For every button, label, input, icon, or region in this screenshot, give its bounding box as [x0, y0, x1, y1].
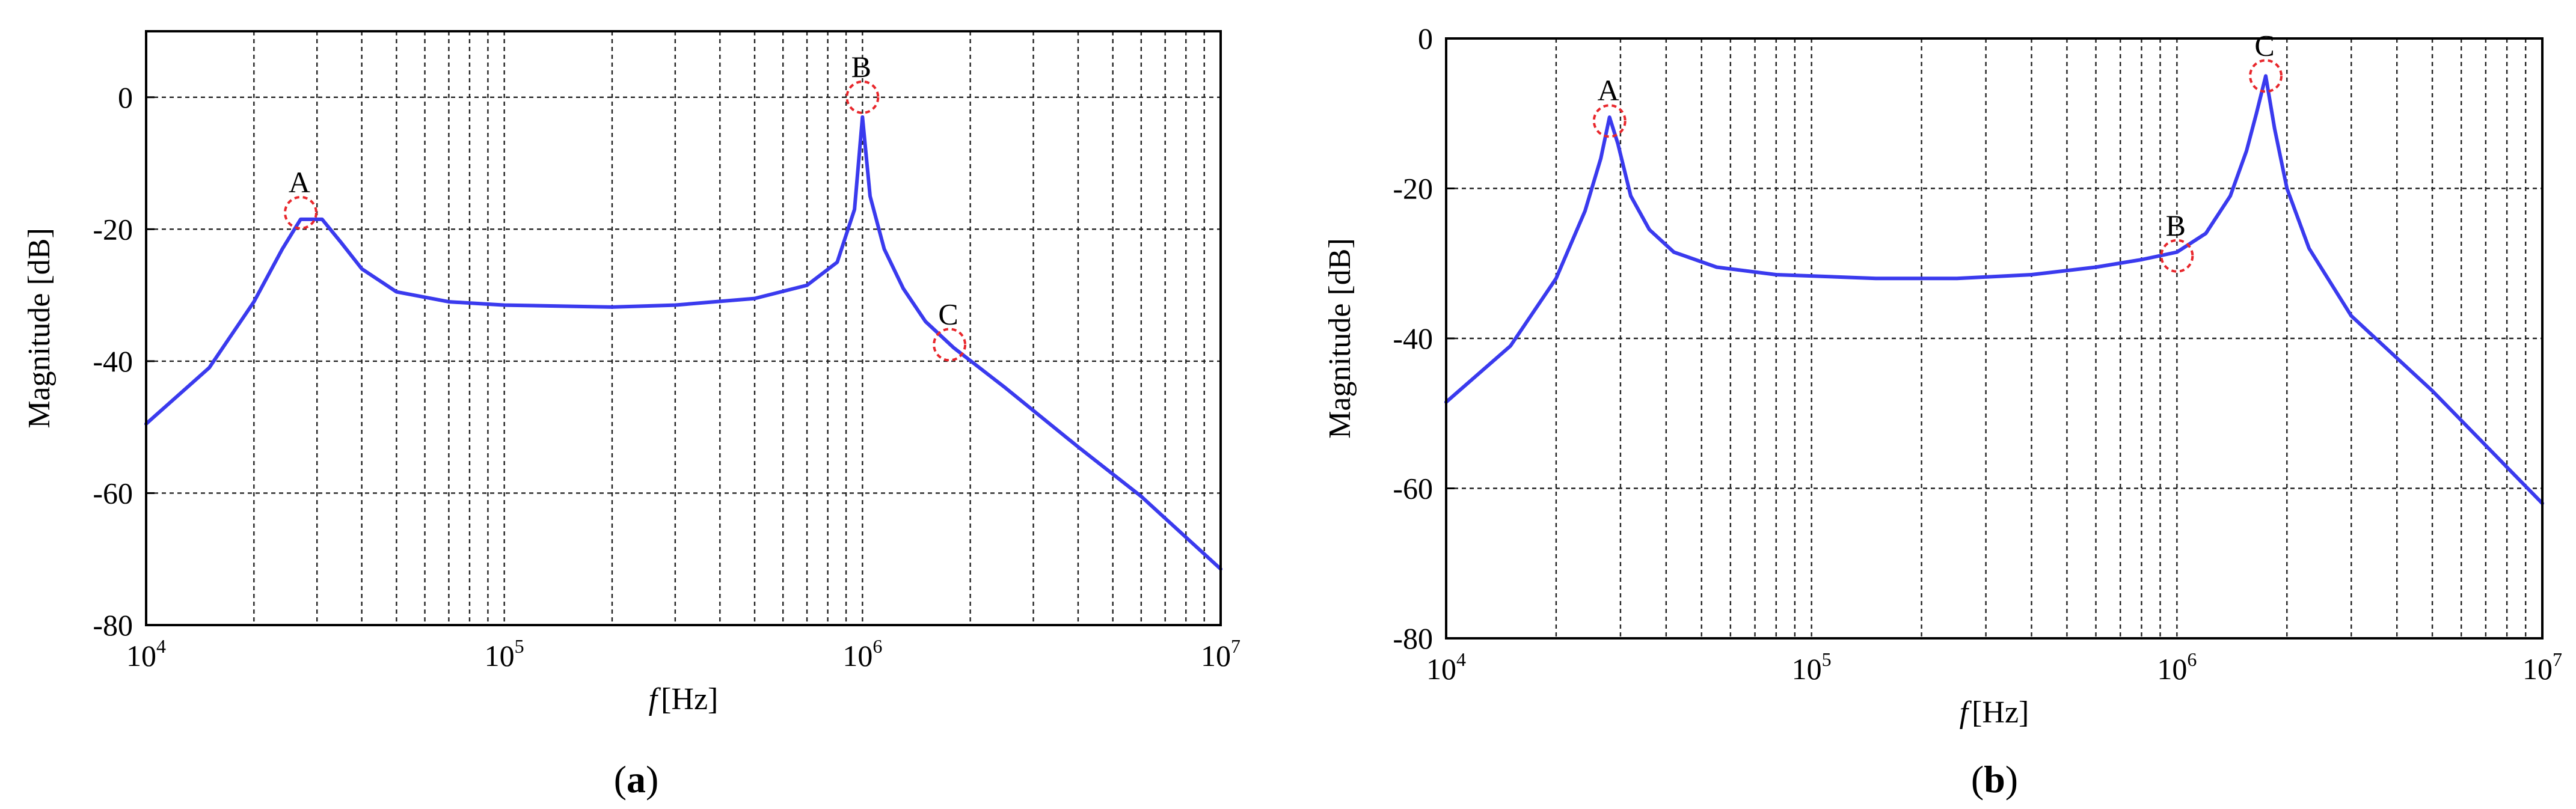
x-tick-label: 106 [842, 635, 882, 673]
x-tick-exponent: 6 [872, 635, 882, 657]
marker-circle-c [2249, 59, 2283, 93]
marker-label-b: B [851, 50, 871, 84]
y-tick-label: -60 [93, 476, 133, 510]
y-ticks: 0 -20 -40 -60 -80 [93, 81, 155, 642]
marker-label-c: C [2254, 28, 2274, 62]
caption-letter: b [1984, 758, 2005, 801]
x-axis-variable: f [1960, 695, 1972, 730]
x-axis-unit: [Hz] [661, 682, 718, 716]
caption-open: ( [1971, 758, 1984, 801]
marker-label-c: C [938, 297, 958, 331]
x-tick-exponent: 4 [1456, 649, 1466, 670]
marker-circle-a [283, 195, 317, 230]
plot-area [146, 31, 1221, 625]
markers: A B C [283, 50, 967, 362]
x-tick-base: 10 [2522, 652, 2553, 686]
plot-frame [145, 30, 1222, 626]
marker-circle-b [2160, 239, 2194, 273]
x-tick-label: 105 [485, 635, 524, 673]
x-ticks: 104 105 106 107 [126, 635, 1240, 673]
y-tick-label: -20 [93, 212, 133, 246]
caption-close: ) [2005, 758, 2018, 801]
x-tick-exponent: 5 [1822, 649, 1832, 670]
marker-circle-a [1592, 104, 1627, 138]
y-axis-title: Magnitude [dB] [1323, 238, 1357, 439]
series-line [1444, 74, 2544, 505]
x-tick-exponent: 5 [515, 635, 524, 657]
x-tick-label: 104 [1426, 649, 1466, 686]
x-tick-base: 10 [126, 639, 156, 673]
marker-label-a: A [289, 165, 310, 199]
x-tick-base: 10 [2157, 652, 2187, 686]
markers: A B C [1592, 28, 2283, 273]
caption-letter: a [627, 758, 646, 801]
x-axis-title: f [Hz] [1960, 695, 2029, 730]
x-tick-exponent: 7 [1231, 635, 1240, 657]
x-tick-label: 107 [2522, 649, 2562, 686]
y-tick-label: -40 [1393, 322, 1433, 355]
marker-label-a: A [1598, 73, 1619, 107]
panel-caption: (a) [614, 758, 659, 801]
x-tick-exponent: 6 [2187, 649, 2197, 670]
x-tick-base: 10 [842, 639, 872, 673]
x-tick-label: 104 [126, 635, 166, 673]
marker-circle-c [933, 328, 967, 362]
y-axis-title: Magnitude [dB] [22, 228, 57, 429]
x-axis-title: f [Hz] [649, 682, 719, 716]
x-tick-exponent: 7 [2553, 649, 2562, 670]
marker-circle-b [845, 80, 880, 114]
x-tick-exponent: 4 [156, 635, 166, 657]
y-ticks: 0 -20 -40 -60 -80 [1393, 22, 1455, 655]
x-tick-base: 10 [1201, 639, 1231, 673]
y-tick-label: -80 [1393, 621, 1433, 655]
x-tick-label: 107 [1201, 635, 1240, 673]
y-tick-label: 0 [118, 81, 133, 114]
x-tick-base: 10 [1792, 652, 1822, 686]
x-tick-base: 10 [485, 639, 515, 673]
x-tick-base: 10 [1426, 652, 1456, 686]
x-axis-variable: f [649, 682, 661, 716]
x-ticks: 104 105 106 107 [1426, 649, 2562, 686]
x-axis-unit: [Hz] [1972, 695, 2029, 730]
panel-caption: (b) [1971, 758, 2018, 801]
caption-open: ( [614, 758, 627, 801]
y-tick-label: 0 [1418, 22, 1433, 55]
y-tick-label: -60 [1393, 472, 1433, 505]
x-gridlines [253, 31, 1205, 625]
y-tick-label: -40 [93, 344, 133, 378]
series-line [144, 115, 1222, 571]
caption-close: ) [646, 758, 658, 801]
y-tick-label: -80 [93, 608, 133, 642]
x-tick-label: 105 [1792, 649, 1832, 686]
y-tick-label: -20 [1393, 172, 1433, 206]
x-tick-label: 106 [2157, 649, 2197, 686]
marker-label-b: B [2166, 209, 2186, 242]
